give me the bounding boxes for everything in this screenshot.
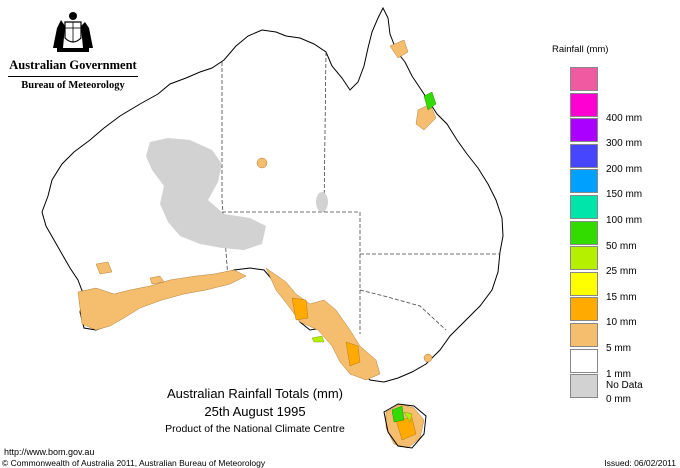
legend-swatch	[570, 297, 598, 322]
legend-label: 400 mm	[606, 112, 643, 124]
legend-swatch	[570, 169, 598, 194]
legend-swatch	[570, 246, 598, 271]
legend-swatch	[570, 67, 598, 91]
footer-copyright: © Commonwealth of Australia 2011, Austra…	[2, 458, 266, 468]
rainfall-5mm	[291, 297, 417, 441]
legend-swatch	[570, 271, 598, 296]
legend-label: 150 mm	[606, 189, 643, 201]
legend-label: 10 mm	[606, 317, 637, 329]
legend-swatch	[570, 118, 598, 143]
footer-issued: Issued: 06/02/2011	[604, 458, 676, 468]
legend-swatch	[570, 348, 598, 373]
footer-url[interactable]: http://www.bom.gov.au	[4, 447, 95, 457]
legend-label: 0 mm	[606, 394, 631, 406]
map-title: Australian Rainfall Totals (mm)	[166, 386, 344, 401]
no-data-region-small	[316, 192, 328, 212]
legend-label: 300 mm	[606, 138, 643, 150]
legend-label: 15 mm	[606, 291, 637, 303]
legend-label: 25 mm	[606, 266, 637, 278]
logo: Australian Government Bureau of Meteorol…	[8, 8, 138, 91]
org-primary: Australian Government	[9, 58, 137, 72]
rainfall-25mm	[391, 91, 437, 423]
map-date: 25th August 1995	[204, 404, 306, 419]
legend-label: 50 mm	[606, 240, 637, 252]
legend-swatch	[570, 323, 598, 347]
coat-of-arms-icon	[53, 12, 93, 52]
legend-label: 100 mm	[606, 215, 643, 226]
legend-swatch	[570, 195, 598, 219]
legend-swatch	[570, 92, 598, 117]
legend-swatch	[570, 374, 598, 399]
tasmania	[383, 403, 427, 449]
legend-label: 5 mm	[606, 343, 631, 354]
legend-swatch	[570, 143, 598, 168]
rainfall-15mm	[311, 335, 413, 423]
map-product: Product of the National Climate Centre	[165, 423, 345, 435]
legend-label: 1 mm	[606, 368, 631, 380]
legend-no-data-label: No Data	[606, 380, 643, 392]
legend-swatch	[570, 220, 598, 245]
legend-title: Rainfall (mm)	[552, 44, 609, 55]
no-data-region	[146, 138, 266, 250]
org-secondary: Bureau of Meteorology	[8, 76, 138, 91]
map-title-block: Australian Rainfall Totals (mm) 25th Aug…	[130, 386, 380, 435]
legend-label: 200 mm	[606, 163, 643, 175]
